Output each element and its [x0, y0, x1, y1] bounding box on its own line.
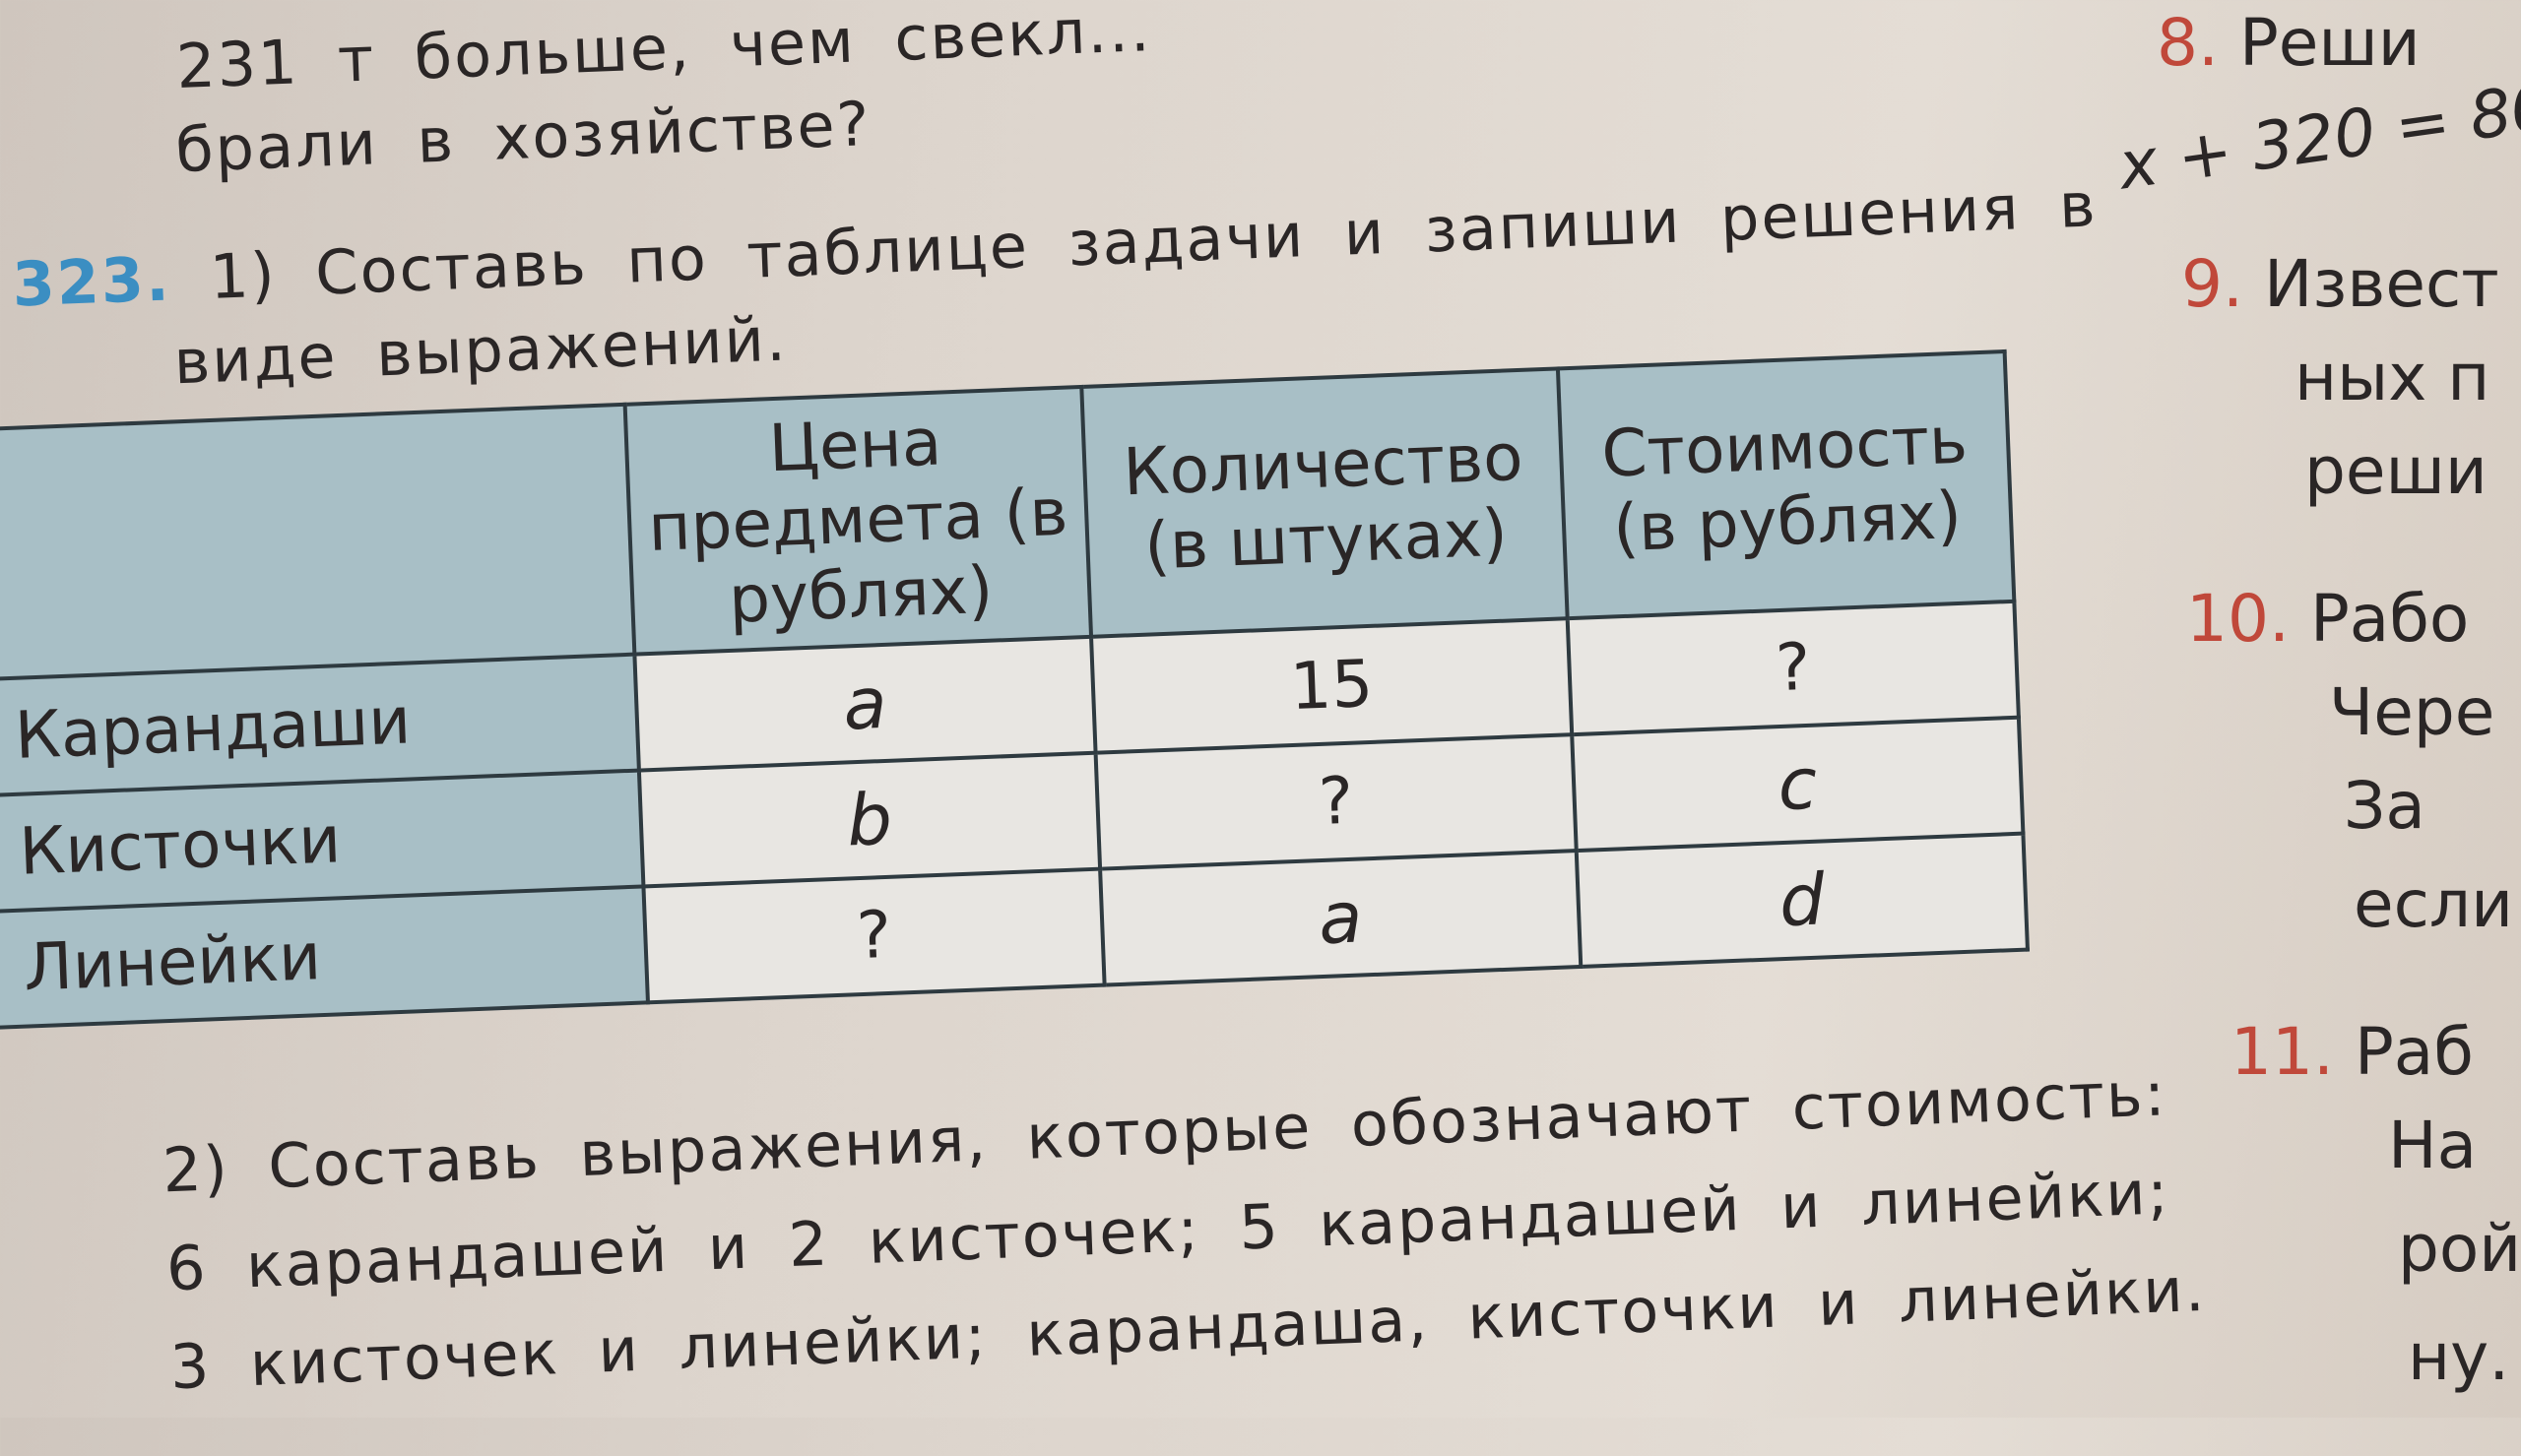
- cell-cost: d: [1576, 833, 2028, 967]
- exercise-header: 323. 1) Составь по таблице задачи и запи…: [11, 168, 2099, 320]
- item-text: Извест: [2263, 246, 2499, 322]
- prev-text-line-2: брали в хозяйстве?: [173, 88, 873, 187]
- cell-price: ?: [643, 868, 1105, 1003]
- item-number: 8.: [2157, 5, 2219, 81]
- prev-text-line-1: 231 т больше, чем свекл...: [174, 0, 1153, 103]
- item-number: 11.: [2230, 1014, 2334, 1090]
- exercise-number: 323.: [11, 242, 172, 321]
- item-text: На: [2388, 1108, 2478, 1183]
- header-cell-empty: [0, 404, 635, 680]
- item-text: Рабо: [2309, 581, 2470, 657]
- cell-quantity: ?: [1095, 734, 1577, 869]
- cell-quantity: 15: [1091, 618, 1573, 753]
- item-text: ных п: [2295, 340, 2490, 415]
- item-text: За: [2344, 768, 2425, 844]
- item-text: реши: [2304, 433, 2488, 509]
- cell-quantity: a: [1100, 851, 1582, 985]
- cell-cost: ?: [1567, 601, 2019, 735]
- item-text: ну.: [2408, 1319, 2510, 1395]
- task1-text: 1) Составь по таблице задачи и запиши ре…: [208, 168, 2099, 313]
- header-cost: Стоимость (в рублях): [1557, 350, 2015, 619]
- item-text: рой: [2398, 1211, 2521, 1287]
- item-number: 10.: [2186, 581, 2290, 657]
- row-label: Линейки: [0, 886, 648, 1028]
- header-price: Цена предмета (в рублях): [624, 387, 1092, 655]
- header-quantity: Количество (в штуках): [1081, 368, 1568, 637]
- item-text: Реши: [2238, 5, 2421, 81]
- cell-cost: c: [1572, 717, 2024, 852]
- cell-price: a: [634, 636, 1096, 771]
- data-table: Цена предмета (в рублях) Количество (в ш…: [0, 348, 2031, 1030]
- item-text: если: [2354, 866, 2513, 942]
- item-text: Раб: [2354, 1014, 2474, 1090]
- item-number: 9.: [2181, 246, 2243, 322]
- task1-text-line2: виде выражений.: [172, 302, 789, 399]
- cell-price: b: [638, 752, 1101, 887]
- item-text: Чере: [2329, 674, 2495, 750]
